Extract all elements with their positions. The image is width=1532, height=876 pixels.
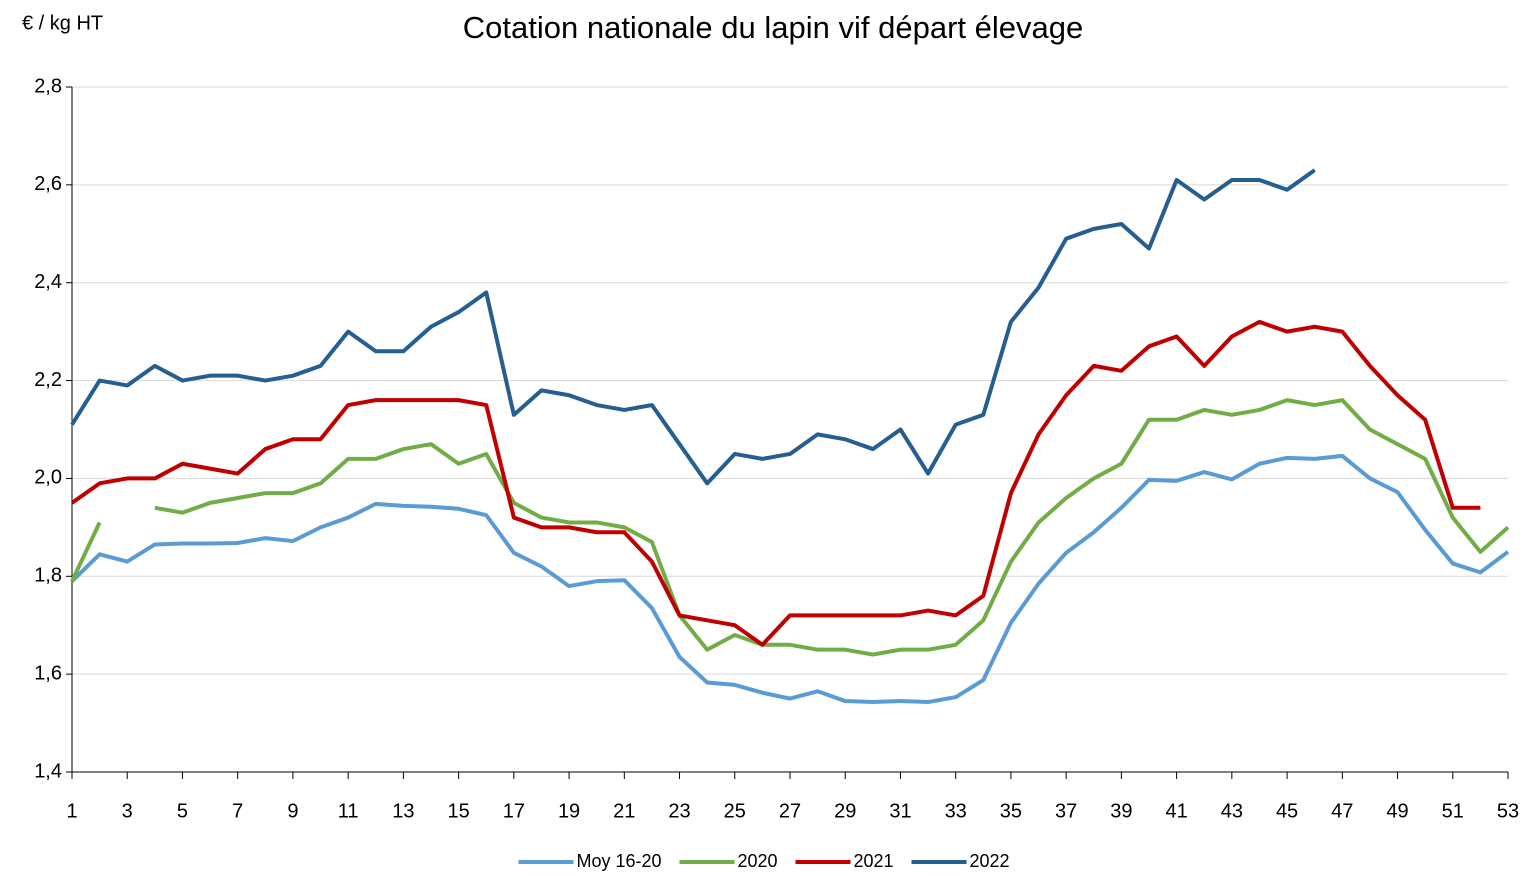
x-tick-label: 37 — [1055, 800, 1077, 822]
x-tick-label: 19 — [558, 800, 580, 822]
x-tick-label: 1 — [66, 800, 77, 822]
x-tick-label: 41 — [1165, 800, 1187, 822]
line-series — [70, 168, 1316, 486]
line-series — [70, 453, 1510, 705]
chart-title: Cotation nationale du lapin vif départ é… — [463, 10, 1083, 45]
y-tick-label: 2,4 — [34, 271, 62, 293]
x-tick-label: 51 — [1442, 800, 1464, 822]
x-tick-label: 21 — [613, 800, 635, 822]
x-tick-label: 9 — [287, 800, 298, 822]
x-tick-label: 49 — [1386, 800, 1408, 822]
y-tick-label: 2,6 — [34, 173, 62, 195]
x-tick-label: 15 — [447, 800, 469, 822]
x-tick-label: 11 — [338, 800, 359, 822]
x-tick-label: 35 — [1000, 800, 1022, 822]
x-tick-label: 29 — [834, 800, 856, 822]
x-tick-label: 23 — [668, 800, 690, 822]
line-series — [70, 319, 1481, 647]
legend-label: Moy 16-20 — [577, 851, 662, 871]
x-tick-label: 13 — [392, 800, 414, 822]
x-tick-label: 27 — [779, 800, 801, 822]
x-tick-label: 7 — [232, 800, 243, 822]
x-tick-label: 33 — [945, 800, 967, 822]
legend-label: 2020 — [738, 851, 778, 871]
line-series — [70, 398, 1510, 657]
y-tick-label: 1,6 — [34, 662, 62, 684]
x-tick-label: 45 — [1276, 800, 1298, 822]
x-tick-label: 39 — [1110, 800, 1132, 822]
x-tick-label: 3 — [122, 800, 133, 822]
x-tick-label: 31 — [889, 800, 911, 822]
y-tick-label: 1,4 — [34, 760, 62, 782]
legend-label: 2021 — [854, 851, 894, 871]
x-tick-label: 43 — [1221, 800, 1243, 822]
y-tick-label: 2,2 — [34, 369, 62, 391]
y-axis-label: € / kg HT — [22, 12, 103, 34]
legend-label: 2022 — [970, 851, 1010, 871]
y-tick-label: 1,8 — [34, 565, 62, 587]
y-tick-label: 2,0 — [34, 467, 62, 489]
y-tick-label: 2,8 — [34, 75, 62, 97]
x-tick-label: 5 — [177, 800, 188, 822]
x-tick-label: 25 — [724, 800, 746, 822]
x-tick-label: 17 — [503, 800, 525, 822]
x-tick-label: 47 — [1331, 800, 1353, 822]
x-tick-label: 53 — [1497, 800, 1519, 822]
